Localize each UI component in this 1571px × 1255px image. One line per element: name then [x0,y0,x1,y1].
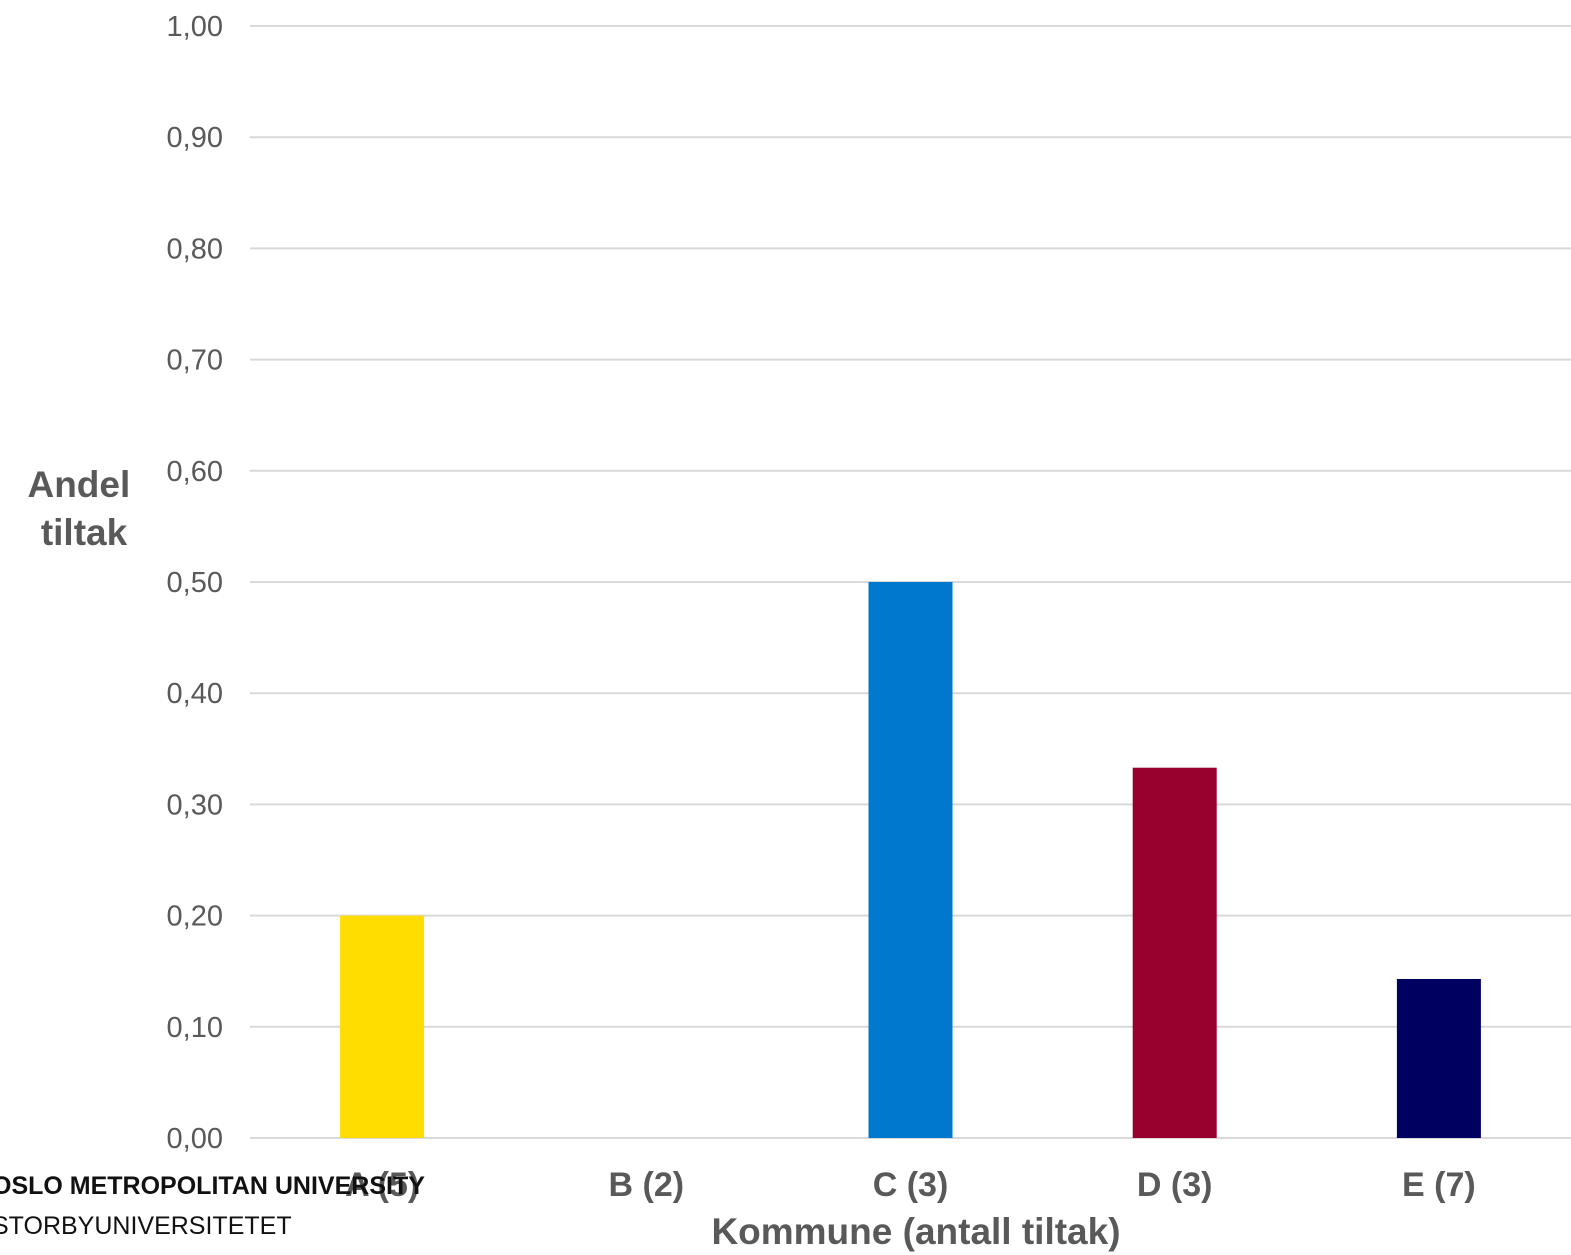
x-category-label: A (5) [345,1166,419,1204]
x-category-labels: A (5) B (2) C (3) D (3) E (7) [345,1166,1476,1204]
y-tick-labels: 0,00 0,10 0,20 0,30 0,40 0,50 0,60 0,70 0,80 0,90… [167,11,223,1155]
y-tick-label: 0,30 [167,789,223,821]
y-tick-label: 0,80 [167,233,223,265]
y-tick-label: 1,00 [167,11,223,43]
y-tick-label: 0,50 [167,567,223,599]
x-category-label: D (3) [1137,1166,1213,1204]
y-tick-label: 0,10 [167,1012,223,1044]
y-axis-title-line2: tiltak [41,512,128,553]
x-category-label: C (3) [873,1166,949,1204]
x-category-label: E (7) [1402,1166,1476,1204]
logo-line-norwegian: STORBYUNIVERSITETET [0,1212,292,1240]
bars [340,582,1481,1138]
y-axis-title-line1: Andel [27,464,130,505]
bar [340,915,425,1138]
bar [1132,767,1217,1138]
x-category-label: B (2) [609,1166,685,1204]
logo-line-english: OSLO METROPOLITAN UNIVERSITY [0,1172,425,1200]
y-tick-label: 0,00 [167,1123,223,1155]
y-tick-label: 0,90 [167,122,223,154]
y-axis-title: Andel tiltak [27,464,140,553]
y-tick-label: 0,60 [167,456,223,488]
university-logo: OSLO METROPOLITAN UNIVERSITY STORBYUNIVE… [0,1172,432,1252]
bar [1396,978,1481,1138]
y-tick-label: 0,70 [167,345,223,377]
y-tick-label: 0,40 [167,678,223,710]
bar [868,582,953,1138]
y-tick-label: 0,20 [167,901,223,933]
x-axis-title: Kommune (antall tiltak) [711,1211,1120,1252]
